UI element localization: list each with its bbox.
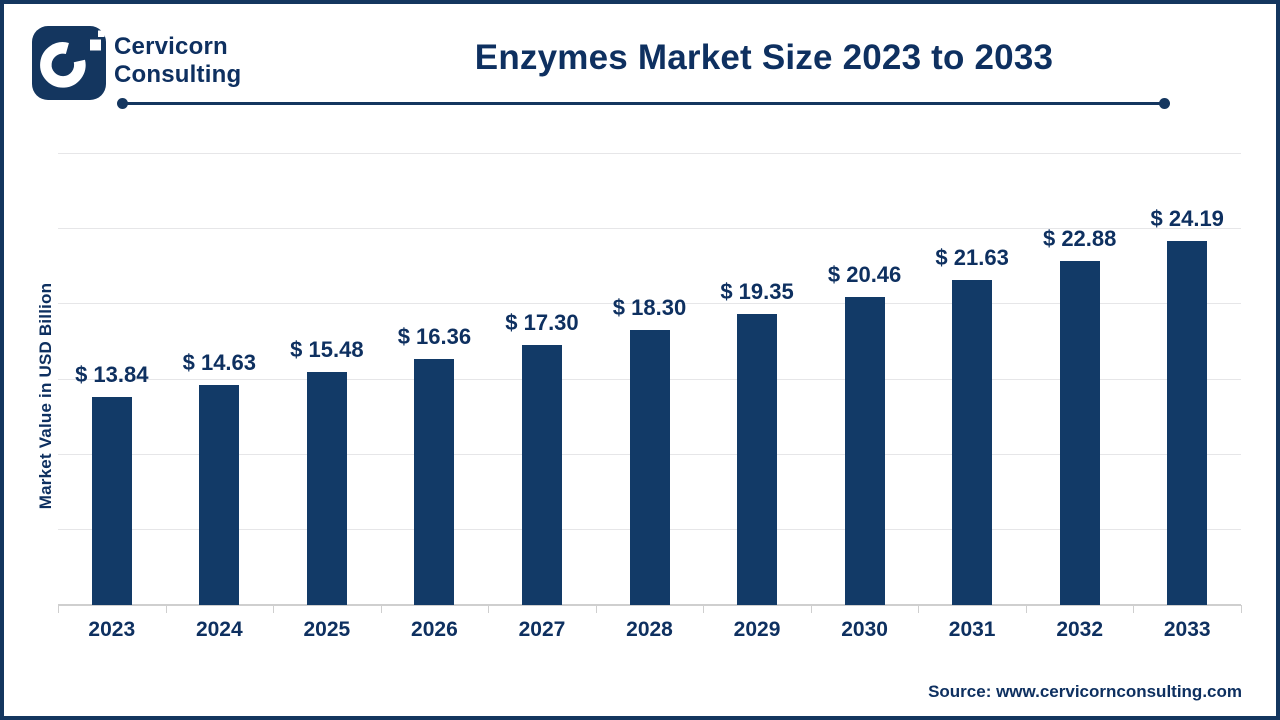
bar-value-label-2023: $ 13.84 [75, 361, 149, 387]
gridline [58, 153, 1241, 154]
bar-chart-plot: $ 13.84 2023 $ 14.63 2024 $ 15.48 2025 $ 16.36… [58, 153, 1242, 641]
x-axis-tick [165, 605, 167, 613]
chart-title: Enzymes Market Size 2023 to 2033 [474, 38, 1054, 77]
bar-2032 [1059, 261, 1100, 605]
x-axis-tick [703, 605, 705, 613]
gridline [58, 228, 1241, 230]
x-axis-label-2030: 2030 [841, 618, 888, 641]
x-axis-label-2026: 2026 [411, 618, 458, 641]
bar-value-label-2026: $ 16.36 [397, 324, 472, 350]
x-axis-tick [1133, 605, 1135, 613]
bar-2026 [414, 359, 455, 605]
x-axis-tick [918, 605, 920, 613]
logo-c-icon [40, 30, 105, 88]
bar-2027 [521, 344, 562, 605]
bar-value-label-2029: $ 19.35 [720, 279, 794, 305]
divider-dot-left [117, 98, 128, 109]
x-axis-tick [1025, 605, 1027, 613]
bar-2024 [199, 385, 240, 605]
x-axis-tick [1241, 605, 1242, 613]
bar-2030 [844, 297, 885, 605]
bar-value-label-2031: $ 21.63 [935, 244, 1009, 270]
x-axis-tick [810, 605, 812, 613]
x-axis-label-2023: 2023 [88, 618, 136, 641]
x-axis-tick [273, 605, 275, 613]
bar-2023 [91, 396, 132, 605]
x-axis-tick [595, 605, 597, 613]
x-axis-label-2031: 2031 [948, 618, 996, 641]
bar-value-label-2024: $ 14.63 [182, 350, 257, 376]
bar-2028 [629, 329, 670, 605]
bar-value-label-2030: $ 20.46 [827, 262, 902, 288]
brand-name-line2: Consulting [114, 61, 242, 88]
gridline [58, 303, 1241, 305]
bar-value-label-2033: $ 24.19 [1150, 206, 1224, 232]
divider-dot-right [1159, 98, 1170, 109]
bar-value-label-2028: $ 18.30 [612, 294, 687, 320]
bar-2029 [737, 314, 778, 605]
logo-pixel-square-small [98, 30, 105, 37]
brand-wordmark: Cervicorn Consulting [114, 33, 241, 89]
x-axis-label-2027: 2027 [518, 618, 566, 641]
x-axis-tick [488, 605, 490, 613]
x-axis-line [58, 604, 1241, 606]
x-axis-label-2032: 2032 [1056, 618, 1104, 641]
x-axis-label-2028: 2028 [626, 618, 673, 641]
source-attribution: Source: www.cervicornconsulting.com [928, 682, 1242, 701]
bar-value-label-2027: $ 17.30 [505, 309, 579, 335]
bar-2031 [952, 279, 993, 605]
brand-logo [32, 26, 106, 100]
y-axis-title: Market Value in USD Billion [36, 282, 55, 510]
brand-name-line1: Cervicorn [114, 33, 228, 60]
title-divider [122, 102, 1165, 105]
x-axis-tick [58, 605, 59, 613]
x-axis-label-2029: 2029 [733, 618, 781, 641]
x-axis-label-2025: 2025 [303, 618, 351, 641]
x-axis-label-2024: 2024 [195, 618, 243, 641]
bar-2025 [306, 372, 347, 605]
bar-value-label-2025: $ 15.48 [290, 337, 364, 363]
bar-value-label-2032: $ 22.88 [1042, 226, 1117, 252]
x-axis-label-2033: 2033 [1163, 618, 1211, 641]
x-axis-tick [380, 605, 382, 613]
bar-2033 [1167, 241, 1208, 605]
logo-c-arc [40, 42, 86, 88]
logo-pixel-square-large [90, 39, 101, 51]
